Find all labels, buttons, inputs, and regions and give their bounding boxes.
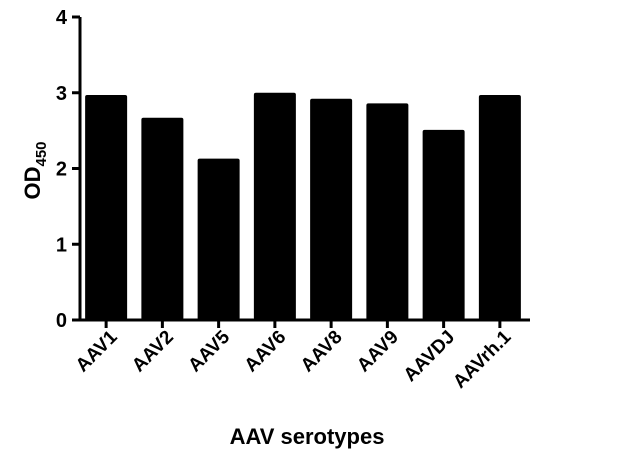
x-tick-label: AAVrh.1 — [449, 326, 515, 392]
bar-aav8 — [310, 98, 353, 320]
x-tick-label: AAV2 — [128, 327, 178, 377]
y-tick-label: 3 — [56, 83, 67, 105]
x-axis-title: AAV serotypes — [230, 424, 385, 449]
bar-aav5 — [197, 158, 240, 320]
y-axis-title-main: OD — [20, 167, 45, 200]
bar-aavdj — [422, 129, 465, 320]
bar-aav1 — [85, 95, 128, 321]
bars-group — [85, 92, 521, 321]
y-tick-label: 2 — [56, 159, 67, 181]
y-axis-title: OD450 — [20, 141, 50, 199]
x-tick-label: AAV6 — [241, 327, 291, 377]
x-tick-label: AAV1 — [72, 326, 122, 376]
bar-aav2 — [141, 117, 184, 320]
x-tick-label: AAV9 — [353, 327, 403, 377]
bar-aavrh-1 — [478, 95, 521, 321]
bar-aav6 — [253, 92, 296, 320]
y-axis-title-subscript: 450 — [33, 141, 50, 166]
y-tick-label: 0 — [56, 310, 67, 332]
x-tick-label: AAV8 — [297, 327, 347, 377]
y-ticks-group: 0 1 2 3 4 — [56, 7, 80, 332]
x-tick-label: AAV5 — [184, 326, 234, 376]
y-tick-label: 4 — [56, 7, 68, 29]
bar-aav9 — [366, 103, 409, 320]
y-tick-label: 1 — [56, 234, 67, 256]
